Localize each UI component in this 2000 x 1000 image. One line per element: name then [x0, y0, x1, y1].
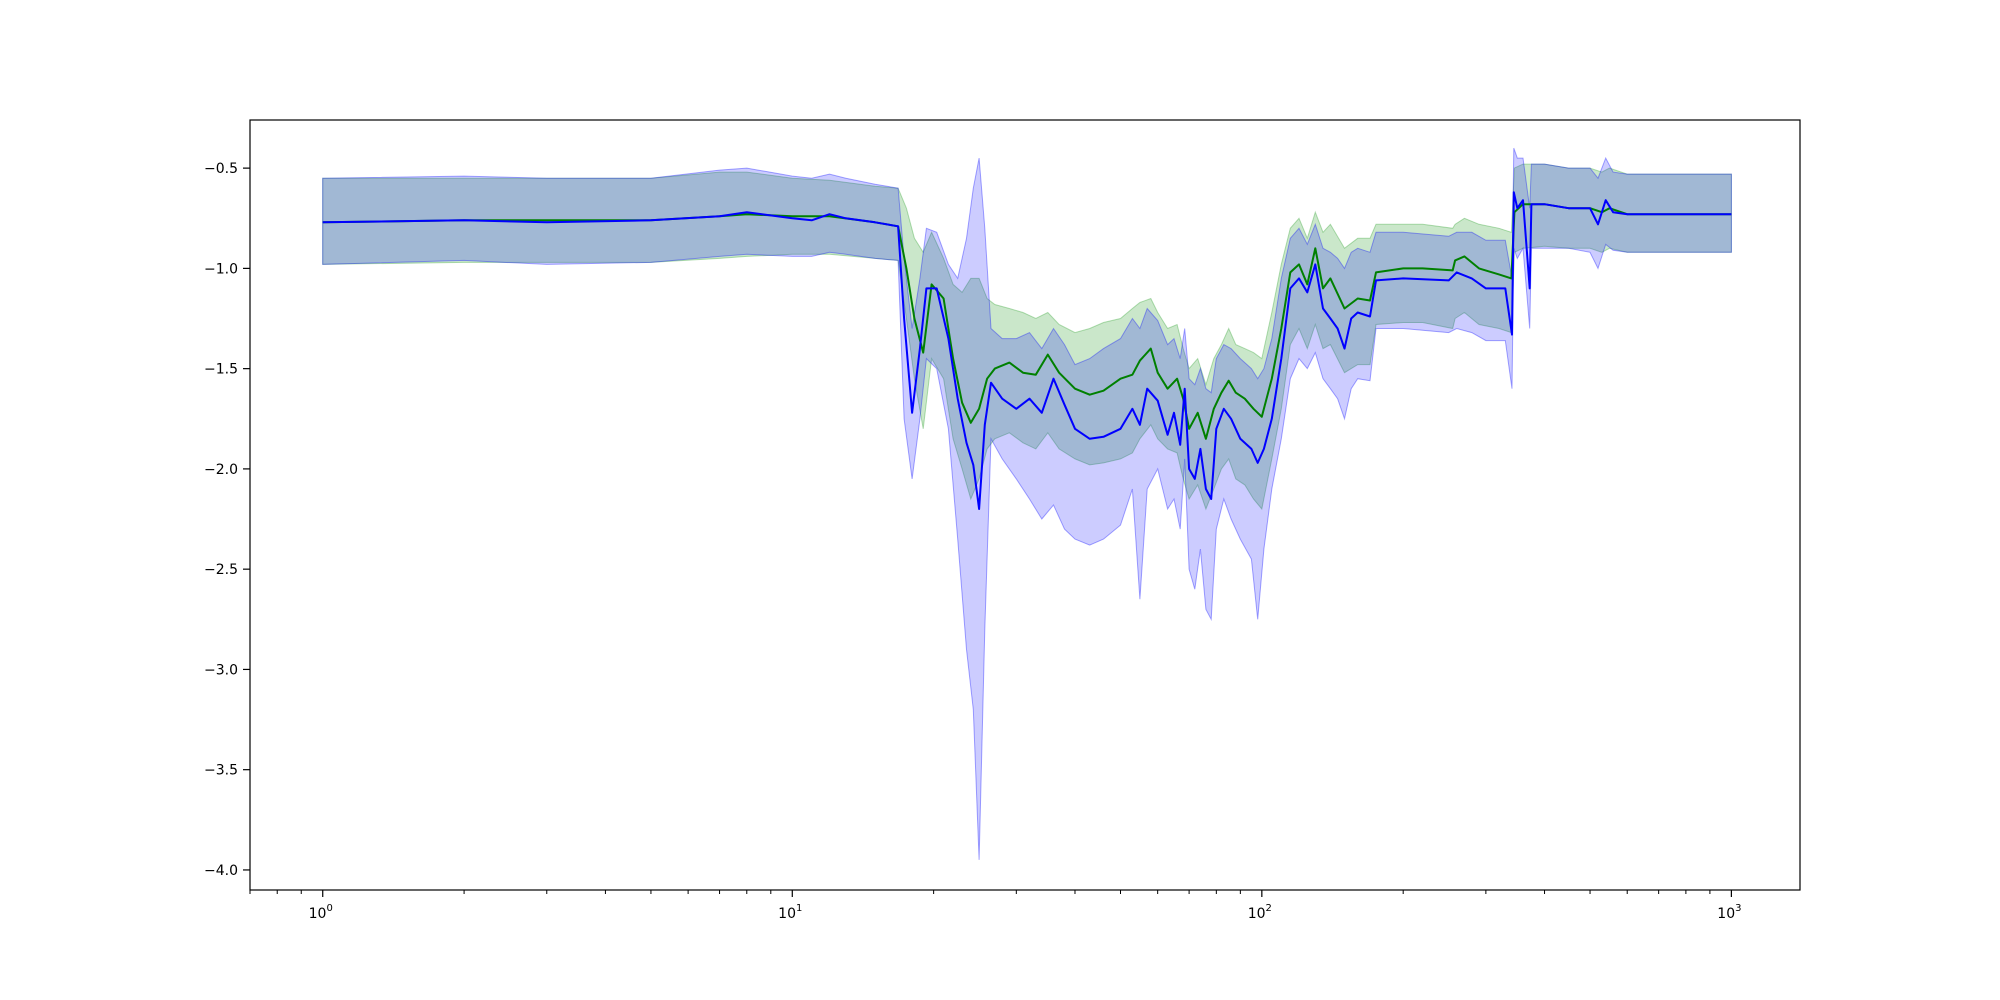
- x-tick-label: 103: [1717, 903, 1741, 922]
- x-axis: 100 101 102 103: [249, 890, 1741, 922]
- y-tick-label: −1.0: [204, 261, 238, 277]
- y-tick-label: −3.5: [204, 763, 238, 779]
- y-axis: −0.5 −1.0 −1.5 −2.0 −2.5 −3.0 −3.5 −4.0: [204, 161, 250, 879]
- y-tick-label: −1.5: [204, 362, 238, 378]
- y-tick-label: −4.0: [204, 863, 238, 879]
- y-tick-label: −2.5: [204, 562, 238, 578]
- axes-frame: [249, 119, 1801, 891]
- plot-area: [322, 147, 1732, 860]
- series-1-line: [322, 203, 1732, 440]
- x-tick-label: 101: [778, 903, 802, 922]
- x-tick-label: 100: [309, 903, 333, 922]
- x-tick-label: 102: [1248, 903, 1272, 922]
- series-2-band: [322, 147, 1732, 860]
- y-tick-label: −3.0: [204, 662, 238, 678]
- series-2-line: [322, 191, 1732, 510]
- series-1-band: [322, 163, 1732, 511]
- y-tick-label: −0.5: [204, 161, 238, 177]
- y-tick-label: −2.0: [204, 462, 238, 478]
